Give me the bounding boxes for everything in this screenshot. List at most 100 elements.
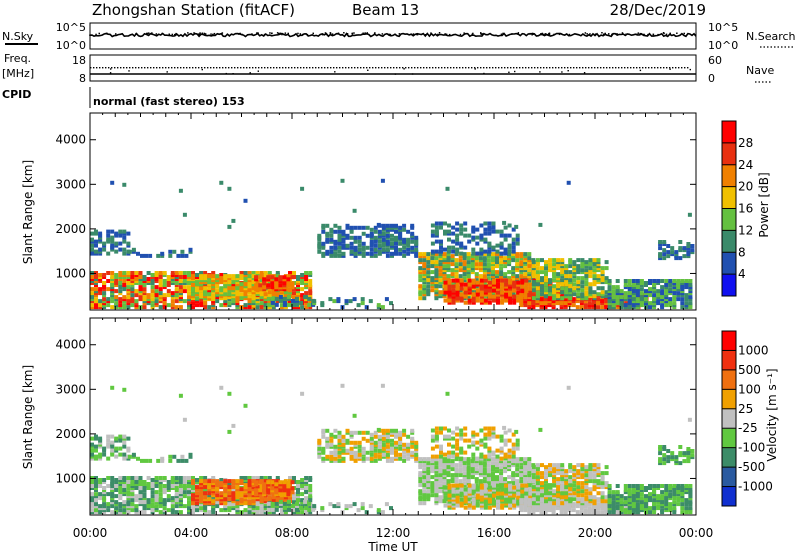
power-cell	[438, 290, 443, 295]
power-cell	[94, 303, 98, 308]
power-cell	[580, 268, 585, 273]
power-cell	[106, 303, 111, 308]
power-cell	[678, 240, 683, 244]
power-cell	[267, 271, 272, 275]
nsearch-point	[438, 32, 441, 34]
velocity-cell	[122, 488, 127, 492]
power-cell	[422, 252, 427, 257]
power-cell	[90, 243, 94, 248]
power-cell	[361, 241, 366, 246]
velocity-cell	[178, 476, 183, 480]
power-cell	[122, 271, 127, 275]
power-cell	[676, 279, 681, 283]
power-cell	[325, 231, 330, 236]
nave-point	[291, 67, 293, 69]
velocity-cell	[365, 430, 370, 435]
velocity-cell	[227, 497, 232, 502]
nave-point	[297, 67, 299, 69]
power-cell	[349, 249, 354, 254]
power-cell	[688, 283, 693, 287]
power-cell	[426, 264, 431, 269]
velocity-cell	[290, 480, 295, 485]
power-cell	[118, 289, 123, 294]
velocity-cell	[219, 478, 224, 482]
velocity-cell	[126, 486, 131, 490]
nsearch-point	[331, 33, 334, 35]
velocity-cell	[150, 508, 155, 513]
power-cell	[118, 281, 123, 285]
nsearch-point	[106, 32, 108, 35]
nave-point	[159, 67, 161, 69]
nsearch-point	[241, 33, 243, 36]
velocity-cell	[282, 501, 287, 506]
power-cell	[607, 279, 612, 283]
nsearch-point	[601, 32, 603, 34]
velocity-cell	[486, 467, 491, 472]
power-cell	[195, 296, 199, 301]
nave-point	[435, 67, 437, 69]
power-cell	[635, 279, 640, 283]
power-cell	[308, 285, 313, 290]
power-cell	[148, 253, 153, 258]
velocity-cell	[166, 480, 171, 484]
velocity-cell	[263, 476, 268, 480]
power-cell	[491, 245, 496, 250]
power-cell	[500, 286, 505, 291]
power-cell	[337, 249, 342, 254]
nave-point	[510, 67, 512, 69]
power-cell	[182, 275, 187, 279]
power-cell	[492, 278, 496, 283]
velocity-cell	[207, 497, 212, 502]
nsearch-point	[388, 33, 390, 36]
power-cell	[259, 271, 264, 275]
velocity-cell	[292, 500, 296, 505]
power-cell	[588, 258, 593, 263]
velocity-cell	[349, 446, 354, 451]
power-cell	[604, 290, 609, 295]
power-cell	[434, 256, 439, 261]
power-cell	[299, 300, 304, 305]
power-cell	[495, 243, 500, 248]
power-cell	[508, 298, 513, 303]
power-cell	[418, 284, 423, 289]
power-cell	[390, 251, 394, 256]
power-cell	[118, 241, 123, 246]
nsearch-point	[374, 32, 376, 34]
power-cell	[623, 283, 628, 287]
velocity-cell	[118, 476, 123, 480]
velocity-cell	[291, 503, 295, 508]
velocity-cell	[337, 450, 342, 455]
power-cell	[568, 270, 573, 275]
power-cell	[146, 271, 151, 275]
velocity-cell	[90, 492, 94, 497]
velocity-cell	[156, 458, 161, 463]
nave-point	[687, 67, 689, 69]
power-cell	[266, 277, 271, 282]
nave-point	[657, 67, 659, 69]
nave-point	[261, 67, 263, 69]
power-cell	[398, 241, 403, 246]
velocity-cell	[122, 444, 127, 449]
velocity-cell	[247, 479, 252, 484]
nave-point	[222, 67, 224, 69]
velocity-cell	[243, 508, 248, 513]
velocity-cell	[207, 479, 212, 484]
nave-point	[348, 67, 350, 69]
power-cell	[390, 241, 394, 246]
power-cell	[333, 251, 338, 256]
power-cell	[174, 287, 179, 292]
power-cell	[520, 278, 525, 283]
nsearch-point	[174, 33, 176, 36]
velocity-cell	[410, 428, 415, 433]
y-tick-label: 2000	[55, 222, 86, 236]
power-cell	[508, 278, 513, 283]
velocity-cell	[377, 444, 382, 449]
power-cell	[592, 268, 597, 273]
velocity-cell	[450, 487, 455, 492]
nave-point	[171, 67, 173, 69]
power-cell	[552, 296, 557, 301]
power-cell	[102, 247, 107, 252]
power-cell	[365, 251, 370, 256]
nsearch-point	[279, 32, 281, 35]
power-cell	[496, 290, 500, 295]
